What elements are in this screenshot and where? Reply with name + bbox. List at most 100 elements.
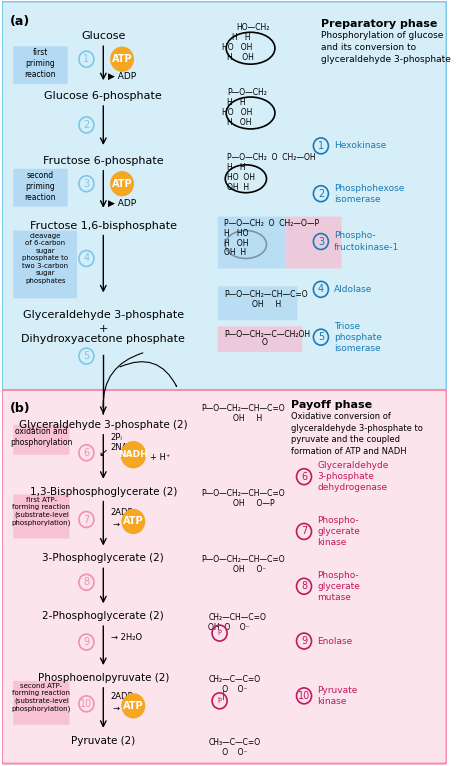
Text: 2-Phosphoglycerate (2): 2-Phosphoglycerate (2) — [43, 611, 164, 621]
FancyBboxPatch shape — [2, 390, 447, 764]
Text: O: O — [262, 338, 268, 347]
Text: HO  OH: HO OH — [227, 173, 255, 182]
Text: first ATP-
forming reaction
(substrate-level
phosphorylation): first ATP- forming reaction (substrate-l… — [12, 496, 71, 526]
Text: ATP: ATP — [123, 516, 144, 526]
Circle shape — [121, 442, 146, 468]
Text: Phospho-
glycerate
mutase: Phospho- glycerate mutase — [317, 571, 360, 602]
Text: second
priming
reaction: second priming reaction — [25, 171, 56, 202]
Text: cleavage
of 6-carbon
sugar
phosphate to
two 3-carbon
sugar
phosphates: cleavage of 6-carbon sugar phosphate to … — [22, 233, 68, 283]
Text: Triose
phosphate
isomerase: Triose phosphate isomerase — [334, 322, 382, 353]
Text: → 2H₂O: → 2H₂O — [111, 633, 142, 642]
Text: 5: 5 — [83, 351, 90, 361]
Text: Pyruvate (2): Pyruvate (2) — [71, 735, 136, 746]
Text: 6: 6 — [301, 472, 307, 482]
Text: H   H: H H — [232, 33, 250, 42]
Text: Phosphorylation of glucose
and its conversion to
glyceraldehyde 3-phosphate: Phosphorylation of glucose and its conve… — [321, 31, 451, 64]
Text: P̈: P̈ — [218, 630, 222, 636]
Text: OH     O⁻: OH O⁻ — [233, 565, 266, 574]
Text: H   H: H H — [227, 163, 246, 172]
FancyArrowPatch shape — [120, 362, 176, 386]
Circle shape — [111, 172, 133, 195]
Text: 9: 9 — [83, 637, 90, 647]
Text: P̈—O—CH₂—CH—C=O: P̈—O—CH₂—CH—C=O — [201, 404, 284, 413]
FancyBboxPatch shape — [13, 425, 70, 455]
Text: Glyceraldehyde
3-phosphate
dehydrogenase: Glyceraldehyde 3-phosphate dehydrogenase — [317, 461, 389, 493]
FancyBboxPatch shape — [285, 217, 342, 268]
Text: 1: 1 — [83, 54, 90, 64]
Text: OH     H: OH H — [233, 414, 262, 423]
FancyBboxPatch shape — [218, 217, 285, 268]
Text: Pyruvate
kinase: Pyruvate kinase — [317, 686, 357, 706]
Text: 3-Phosphoglycerate (2): 3-Phosphoglycerate (2) — [43, 553, 164, 563]
Text: 1,3-Bisphosphoglycerate (2): 1,3-Bisphosphoglycerate (2) — [29, 486, 177, 496]
Text: |: | — [209, 691, 225, 700]
Text: Payoff phase: Payoff phase — [291, 400, 372, 410]
Text: 3: 3 — [318, 237, 324, 247]
Text: P̈—O—CH₂—C—CH₂OH: P̈—O—CH₂—C—CH₂OH — [224, 330, 310, 339]
Text: OH     H: OH H — [253, 300, 282, 309]
Text: O    O⁻: O O⁻ — [209, 748, 248, 757]
Text: 5: 5 — [318, 332, 324, 342]
Text: 2ADP: 2ADP — [111, 508, 133, 516]
Text: OH  H: OH H — [227, 183, 249, 192]
Text: 9: 9 — [301, 636, 307, 646]
Text: P̈: P̈ — [218, 698, 222, 704]
Text: H   H: H H — [227, 98, 246, 107]
Text: ▶ ADP: ▶ ADP — [108, 71, 136, 80]
Text: ↙: ↙ — [99, 448, 108, 458]
Text: + H⁺: + H⁺ — [150, 453, 171, 462]
Text: Phospho-
fructokinase-1: Phospho- fructokinase-1 — [334, 231, 399, 251]
Text: 7: 7 — [301, 526, 307, 536]
Text: 10: 10 — [298, 691, 310, 701]
Text: P̈—O—CH₂—CH—C=O: P̈—O—CH₂—CH—C=O — [201, 555, 284, 565]
Text: P̈—O—CH₂  O  CH₂—OH: P̈—O—CH₂ O CH₂—OH — [227, 153, 316, 162]
Text: 7: 7 — [83, 515, 90, 525]
Text: H   OH: H OH — [224, 238, 249, 247]
Text: P̈—O—CH₂: P̈—O—CH₂ — [227, 88, 267, 97]
Text: HO   OH: HO OH — [222, 43, 253, 52]
Circle shape — [111, 47, 133, 71]
Text: 2: 2 — [83, 120, 90, 130]
FancyArrowPatch shape — [103, 353, 143, 407]
Text: NADH: NADH — [118, 450, 148, 460]
Text: first
priming
reaction: first priming reaction — [25, 48, 56, 80]
Text: P̈—O—CH₂—CH—C=O: P̈—O—CH₂—CH—C=O — [201, 489, 284, 498]
Text: 4: 4 — [83, 254, 90, 264]
Text: Hexokinase: Hexokinase — [334, 142, 386, 150]
Circle shape — [122, 509, 145, 533]
Text: ATP: ATP — [112, 178, 132, 188]
FancyBboxPatch shape — [218, 286, 298, 320]
Text: H    OH: H OH — [227, 53, 254, 62]
Text: 2: 2 — [318, 188, 324, 198]
FancyBboxPatch shape — [13, 46, 68, 84]
Circle shape — [122, 694, 145, 718]
Text: 1: 1 — [318, 141, 324, 151]
Text: 6: 6 — [83, 448, 90, 458]
Text: Aldolase: Aldolase — [334, 285, 373, 294]
Text: CH₂—C—C=O: CH₂—C—C=O — [209, 675, 261, 684]
Text: Preparatory phase: Preparatory phase — [321, 19, 438, 29]
Text: OH  O    O⁻: OH O O⁻ — [209, 623, 250, 632]
Text: +: + — [99, 324, 108, 334]
Text: 10: 10 — [80, 699, 92, 709]
Text: second ATP-
forming reaction
(substrate-level
phosphorylation): second ATP- forming reaction (substrate-… — [12, 683, 71, 712]
Text: oxidation and
phosphorylation: oxidation and phosphorylation — [10, 427, 73, 447]
Text: Dihydroxyacetone phosphate: Dihydroxyacetone phosphate — [21, 334, 185, 344]
Text: (a): (a) — [9, 15, 30, 28]
Text: 8: 8 — [83, 578, 90, 588]
Text: HO—CH₂: HO—CH₂ — [237, 23, 270, 32]
Text: 8: 8 — [301, 581, 307, 591]
FancyBboxPatch shape — [218, 326, 302, 352]
Text: Phosphohexose
isomerase: Phosphohexose isomerase — [334, 184, 404, 204]
Text: H   HO: H HO — [224, 228, 249, 237]
FancyBboxPatch shape — [13, 681, 70, 725]
Text: Glucose 6-phosphate: Glucose 6-phosphate — [45, 91, 162, 101]
Text: OH     O—P̈: OH O—P̈ — [233, 499, 274, 508]
Text: 3: 3 — [83, 178, 90, 188]
Text: 2Pᵢ
2NAD⁺: 2Pᵢ 2NAD⁺ — [111, 433, 139, 452]
Text: 4: 4 — [318, 284, 324, 294]
Text: ATP: ATP — [112, 54, 132, 64]
Text: Phospho-
glycerate
kinase: Phospho- glycerate kinase — [317, 516, 360, 547]
Text: → 2: → 2 — [113, 704, 128, 713]
Text: Glucose: Glucose — [81, 31, 126, 41]
